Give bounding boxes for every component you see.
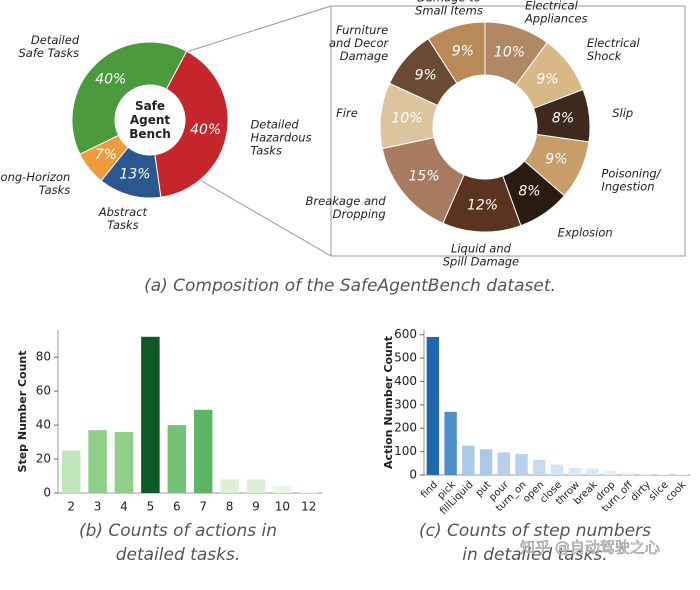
center-label: Safe Agent Bench: [129, 99, 170, 141]
slice-label: Liquid and Spill Damage: [443, 241, 519, 268]
x-tick-label: 12: [301, 500, 316, 514]
value-label: 8%: [518, 184, 540, 200]
x-tick-label: 7: [199, 500, 207, 514]
zoom-line: [185, 5, 332, 53]
bar: [193, 409, 213, 493]
bar: [246, 479, 266, 493]
pie-slice: [154, 50, 229, 198]
y-tick-label: 100: [394, 444, 417, 458]
value-label: 9%: [545, 152, 567, 168]
bar: [479, 449, 493, 475]
value-label: 8%: [552, 110, 574, 126]
y-tick-label: 600: [394, 327, 417, 341]
bar: [515, 453, 528, 475]
bar: [273, 486, 292, 493]
value-label: 7%: [95, 147, 117, 163]
bar: [299, 491, 319, 493]
slice-label: Explosion: [558, 225, 613, 239]
y-axis-label: Step Number Count: [16, 351, 29, 473]
slice-label: Abstract Tasks: [98, 204, 148, 231]
bar: [497, 452, 511, 475]
slice-label: Breakage and Dropping: [306, 194, 387, 221]
y-tick-label: 80: [36, 350, 51, 364]
caption: (a) Composition of the SafeAgentBench da…: [144, 276, 556, 296]
slice-label: Fire: [336, 105, 358, 119]
bar: [621, 472, 635, 475]
y-tick-label: 0: [409, 468, 417, 482]
bar: [639, 473, 652, 475]
value-label: 40%: [95, 71, 126, 87]
slice-label: Detailed Safe Tasks: [19, 33, 80, 60]
value-label: 13%: [119, 166, 150, 182]
bar: [220, 479, 239, 493]
value-label: 15%: [409, 168, 440, 184]
y-axis-label: Action Number Count: [382, 336, 395, 469]
slice-label: Damage toSmall Items: [415, 0, 483, 17]
y-tick-label: 400: [394, 374, 417, 388]
value-label: 12%: [467, 197, 498, 213]
value-label: 40%: [190, 122, 221, 138]
value-label: 9%: [452, 44, 474, 60]
bar: [114, 431, 134, 493]
center-hole: [116, 86, 184, 154]
bar: [586, 468, 599, 475]
zoom-box: [330, 5, 686, 257]
x-tick-label: dirty: [629, 479, 653, 503]
x-tick-label: 9: [252, 500, 260, 514]
x-tick-label: 10: [275, 500, 290, 514]
value-label: 10%: [494, 44, 525, 60]
bar: [674, 474, 688, 475]
value-label: 9%: [536, 71, 558, 87]
x-tick-label: 4: [120, 500, 128, 514]
x-tick-label: 8: [226, 500, 234, 514]
y-tick-label: 40: [36, 418, 51, 432]
bar: [657, 473, 670, 475]
slice-label: Slip: [612, 105, 633, 119]
y-tick-label: 0: [43, 486, 51, 500]
bar: [462, 445, 475, 475]
y-tick-label: 500: [394, 351, 417, 365]
watermark: 知乎 @自动驾驶之心: [520, 539, 660, 557]
caption: (c) Counts of step numbers in detailed ta…: [419, 521, 651, 565]
slice-label: Poisoning/Ingestion: [601, 166, 661, 193]
bar: [426, 337, 440, 475]
bar: [61, 450, 81, 493]
value-label: 10%: [391, 110, 422, 126]
y-tick-label: 20: [36, 452, 51, 466]
slice-label: Furniture and Decor Damage: [329, 23, 390, 63]
bar: [533, 459, 546, 475]
slice-label: Misuse ofElectricalAppliances: [524, 0, 588, 25]
pie-slice: [71, 41, 188, 155]
bar: [444, 411, 457, 475]
slice-label: Detailed Hazardous Tasks: [250, 117, 311, 157]
y-tick-label: 60: [36, 384, 51, 398]
zoom-line: [199, 179, 332, 257]
x-tick-label: 6: [173, 500, 181, 514]
x-tick-label: cook: [664, 479, 689, 504]
value-label: 9%: [415, 68, 437, 84]
caption: (b) Counts of actions in detailed tasks.: [79, 521, 277, 565]
bar: [88, 430, 107, 493]
slice-label: Electrical Shock: [587, 35, 641, 62]
bar: [603, 470, 617, 475]
bar: [167, 425, 187, 493]
x-tick-label: 5: [147, 500, 155, 514]
x-tick-label: 2: [67, 500, 75, 514]
y-tick-label: 200: [394, 421, 417, 435]
bar: [141, 336, 160, 493]
x-tick-label: 3: [94, 500, 102, 514]
bar: [550, 464, 564, 475]
slice-label: Long-Horizon Tasks: [0, 170, 70, 197]
pie-slice: [427, 21, 486, 84]
x-tick-label: find: [419, 479, 440, 500]
y-tick-label: 300: [394, 397, 417, 411]
bar: [568, 467, 581, 475]
